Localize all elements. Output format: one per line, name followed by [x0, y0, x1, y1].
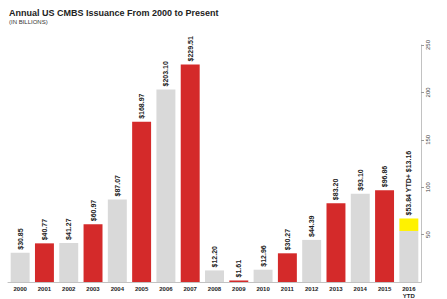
svg-text:YTD: YTD — [403, 293, 416, 299]
svg-text:$203.10: $203.10 — [162, 61, 170, 86]
svg-text:150: 150 — [425, 134, 431, 145]
svg-text:$30.85: $30.85 — [17, 228, 25, 250]
svg-text:$87.07: $87.07 — [114, 175, 122, 197]
svg-text:50: 50 — [425, 231, 431, 238]
svg-text:2003: 2003 — [86, 286, 100, 292]
svg-text:2015: 2015 — [378, 286, 392, 292]
svg-text:$1.61: $1.61 — [235, 260, 243, 278]
svg-text:$60.97: $60.97 — [90, 200, 98, 222]
svg-text:$44.39: $44.39 — [308, 215, 316, 237]
svg-text:2008: 2008 — [208, 286, 222, 292]
svg-text:$53.84 YTD+ $13.16: $53.84 YTD+ $13.16 — [405, 151, 413, 216]
svg-text:2006: 2006 — [159, 286, 173, 292]
svg-text:$96.86: $96.86 — [381, 166, 389, 188]
svg-text:$83.20: $83.20 — [332, 179, 340, 201]
svg-text:200: 200 — [425, 87, 431, 98]
svg-text:100: 100 — [425, 182, 431, 193]
svg-text:$229.51: $229.51 — [187, 36, 195, 61]
svg-text:2009: 2009 — [232, 286, 246, 292]
svg-text:2013: 2013 — [329, 286, 343, 292]
svg-text:2000: 2000 — [13, 286, 27, 292]
svg-text:(IN BILLIONS): (IN BILLIONS) — [9, 19, 48, 25]
svg-text:$168.97: $168.97 — [138, 93, 146, 118]
svg-text:2001: 2001 — [38, 286, 52, 292]
svg-text:$12.96: $12.96 — [260, 245, 268, 267]
svg-text:2002: 2002 — [62, 286, 76, 292]
svg-text:2011: 2011 — [281, 286, 295, 292]
svg-text:$40.77: $40.77 — [41, 219, 49, 241]
svg-text:2004: 2004 — [111, 286, 125, 292]
svg-text:$30.27: $30.27 — [284, 229, 292, 251]
svg-text:2016: 2016 — [402, 286, 416, 292]
svg-text:Annual US CMBS Issuance From 2: Annual US CMBS Issuance From 2000 to Pre… — [9, 8, 219, 18]
svg-text:$93.10: $93.10 — [357, 169, 365, 191]
svg-text:$41.27: $41.27 — [65, 218, 73, 240]
svg-text:2014: 2014 — [354, 286, 368, 292]
svg-text:$12.20: $12.20 — [211, 246, 219, 268]
svg-text:2005: 2005 — [135, 286, 149, 292]
svg-text:2007: 2007 — [184, 286, 198, 292]
svg-text:250: 250 — [425, 39, 431, 50]
svg-text:2010: 2010 — [256, 286, 270, 292]
svg-text:2012: 2012 — [305, 286, 319, 292]
